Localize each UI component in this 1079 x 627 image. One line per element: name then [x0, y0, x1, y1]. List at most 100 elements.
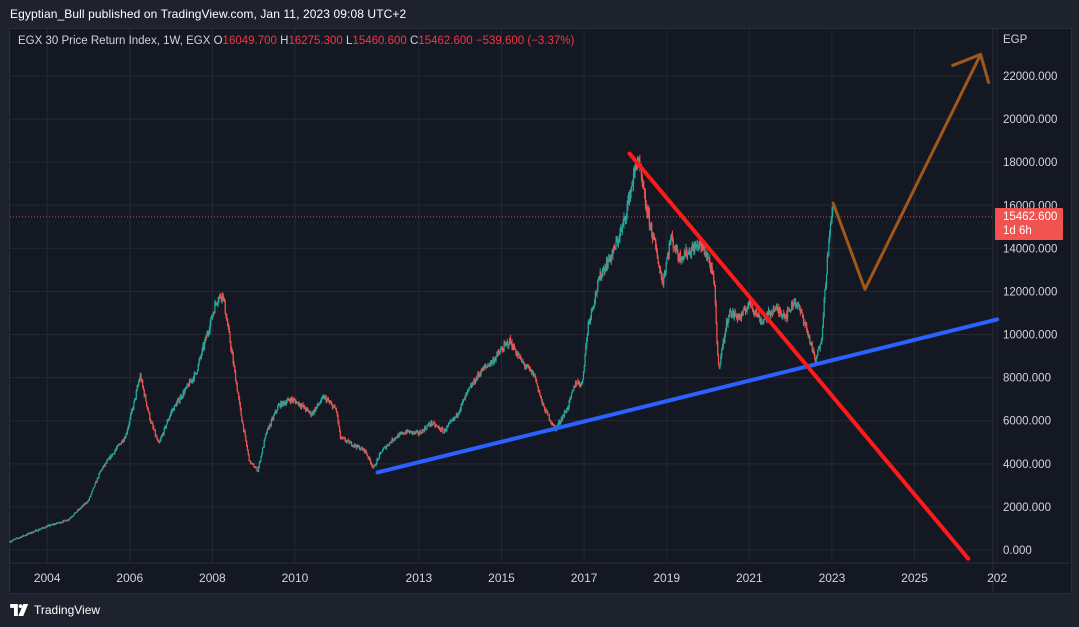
- footer[interactable]: TradingView: [10, 601, 100, 619]
- candle-body: [337, 414, 339, 423]
- candle-body: [491, 361, 493, 364]
- candle-body: [184, 390, 186, 394]
- candle-body: [772, 308, 774, 315]
- candle-body: [701, 243, 703, 248]
- candle-body: [338, 422, 340, 427]
- candle-body: [823, 299, 825, 316]
- candle-body: [13, 539, 15, 541]
- candle-body: [744, 310, 747, 312]
- candle-body: [662, 283, 664, 286]
- candle-body: [655, 248, 658, 252]
- candle-body: [402, 432, 404, 435]
- candle-body: [486, 366, 488, 368]
- candle-body: [469, 386, 471, 389]
- candle-body: [622, 222, 624, 226]
- candle-body: [232, 354, 234, 364]
- candle-body: [107, 459, 109, 461]
- candle-body: [755, 310, 757, 313]
- candle-body: [560, 418, 562, 422]
- candle-body: [559, 421, 561, 423]
- candle-body: [603, 268, 605, 273]
- candle-body: [76, 509, 79, 512]
- candle-body: [685, 248, 687, 256]
- candle-body: [381, 451, 383, 453]
- candle-body: [401, 432, 403, 434]
- candle-body: [817, 350, 819, 357]
- ohlc-legend: EGX 30 Price Return Index, 1W, EGX O1604…: [18, 35, 574, 47]
- candle-body: [723, 339, 725, 342]
- candle-body: [265, 433, 268, 435]
- candle-body: [531, 369, 533, 375]
- symbol-title[interactable]: EGX 30 Price Return Index, 1W, EGX: [18, 35, 211, 47]
- candle-body: [30, 533, 32, 535]
- currency-label[interactable]: EGP: [1003, 34, 1028, 46]
- candle-body: [58, 522, 60, 524]
- candle-body: [435, 425, 437, 427]
- candle-body: [664, 271, 666, 273]
- y-tick-label: 14000.000: [1003, 243, 1057, 255]
- candle-body: [51, 524, 53, 526]
- candle-body: [164, 426, 166, 429]
- candle-body: [717, 342, 719, 356]
- candle-body: [452, 418, 454, 421]
- candle-body: [74, 512, 76, 514]
- candle-body: [671, 235, 673, 237]
- candle-body: [53, 523, 56, 525]
- y-tick-label: 18000.000: [1003, 157, 1057, 169]
- candle-body: [728, 314, 730, 320]
- candle-body: [367, 456, 369, 459]
- candle-body: [90, 494, 92, 497]
- candle-body: [235, 381, 237, 384]
- candle-body: [205, 337, 207, 339]
- candle-body: [319, 403, 321, 405]
- candle-body: [501, 348, 504, 351]
- candle-body: [231, 350, 233, 355]
- candle-body: [820, 343, 822, 345]
- candle-body: [371, 464, 373, 467]
- candle-body: [336, 411, 338, 415]
- candle-body: [267, 427, 269, 429]
- candle-body: [99, 472, 101, 474]
- candle-body: [601, 274, 603, 278]
- candle-body: [326, 399, 328, 402]
- candle-body: [128, 423, 130, 427]
- candle-body: [292, 399, 295, 402]
- chart-pane[interactable]: [9, 28, 1072, 594]
- candle-body: [182, 391, 184, 397]
- candle-body: [585, 345, 587, 355]
- candle-body: [569, 397, 571, 401]
- candle-body: [751, 307, 753, 309]
- candle-body: [588, 320, 590, 323]
- candle-body: [499, 350, 501, 353]
- candle-body: [815, 357, 817, 364]
- candle-body: [319, 402, 322, 404]
- candle-body: [378, 454, 380, 459]
- candle-body: [663, 276, 665, 286]
- candle-body: [380, 452, 382, 454]
- candle-body: [497, 352, 500, 354]
- candle-body: [724, 333, 726, 342]
- candle-body: [184, 387, 187, 391]
- candle-body: [513, 345, 515, 350]
- candle-body: [578, 383, 581, 386]
- candle-body: [759, 320, 762, 322]
- candle-body: [444, 429, 446, 432]
- candle-body: [41, 527, 44, 529]
- candle-body: [25, 535, 27, 537]
- candle-body: [500, 348, 502, 351]
- candle-body: [466, 390, 469, 393]
- candle-body: [227, 320, 229, 326]
- candle-body: [245, 435, 247, 442]
- candle-body: [593, 305, 595, 309]
- y-tick-label: 10000.000: [1003, 330, 1057, 342]
- candle-body: [427, 425, 429, 427]
- candle-body: [330, 402, 332, 404]
- candle-body: [497, 352, 499, 354]
- candle-body: [540, 396, 542, 400]
- candle-body: [223, 298, 225, 300]
- candle-body: [313, 409, 315, 414]
- candle-body: [763, 318, 766, 320]
- candle-body: [293, 399, 295, 401]
- candle-body: [803, 322, 805, 324]
